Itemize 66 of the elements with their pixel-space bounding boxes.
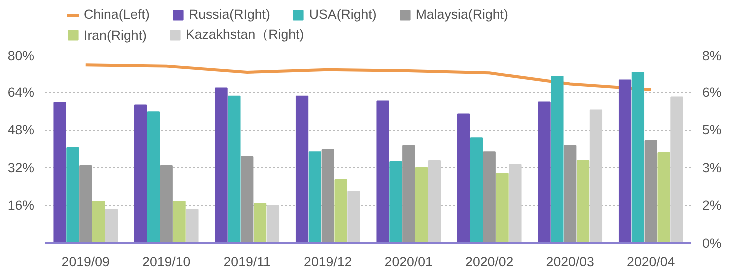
- bar: [66, 148, 80, 244]
- bar: [551, 76, 564, 244]
- y2-tick-label: 6%: [702, 84, 722, 100]
- y2-tick-label: 8%: [702, 48, 722, 64]
- x-tick-label: 2020/02: [466, 254, 514, 270]
- bar: [105, 209, 118, 244]
- x-tick-label: 2020/04: [627, 254, 676, 270]
- bar: [564, 145, 577, 244]
- bar: [590, 110, 603, 244]
- bar: [134, 104, 148, 244]
- y-tick-label: 48%: [8, 122, 35, 138]
- line-series: [84, 64, 653, 92]
- bar: [415, 167, 428, 244]
- bar: [147, 112, 160, 244]
- bar: [376, 100, 390, 244]
- y-tick-label: 16%: [8, 198, 35, 214]
- bar: [457, 114, 470, 244]
- bar: [470, 138, 484, 244]
- y2-tick-label: 5%: [702, 122, 722, 138]
- bar: [644, 140, 658, 244]
- bar: [54, 102, 66, 244]
- bar: [241, 156, 254, 244]
- bar: [92, 201, 106, 244]
- y2-tick-label: 0%: [702, 236, 722, 251]
- y-tick-label: 80%: [8, 48, 35, 64]
- legend-label: Iran(Right): [84, 28, 147, 42]
- x-tick-label: 2019/09: [62, 254, 110, 270]
- legend-label: USA(Right): [309, 7, 377, 22]
- bar: [658, 152, 670, 244]
- bar: [632, 72, 645, 244]
- bar: [254, 203, 267, 244]
- x-tick-label: 2019/12: [304, 254, 352, 270]
- bar: [618, 80, 632, 244]
- legend-label: China(Left): [84, 7, 150, 22]
- bar: [228, 96, 241, 244]
- y2-tick-label: 3%: [702, 160, 722, 176]
- x-tick-label: 2019/11: [224, 254, 271, 270]
- bar: [266, 205, 280, 244]
- bar: [496, 173, 509, 244]
- bar: [509, 164, 522, 244]
- legend-label: Malaysia(Right): [416, 7, 508, 22]
- bar: [322, 149, 334, 244]
- bar: [483, 152, 496, 244]
- bar: [308, 152, 322, 244]
- bar: [334, 179, 348, 244]
- y2-tick-label: 2%: [702, 198, 722, 214]
- bar: [576, 160, 590, 244]
- x-tick-label: 2020/03: [546, 254, 594, 270]
- bar: [296, 96, 309, 244]
- bar: [670, 96, 684, 244]
- bar: [215, 88, 228, 244]
- y-tick-label: 64%: [8, 84, 35, 100]
- bar: [173, 201, 186, 244]
- bar: [348, 191, 360, 244]
- y-tick-label: 32%: [8, 160, 35, 176]
- legend-label: Russia(RIght): [188, 7, 270, 22]
- bar: [160, 166, 173, 244]
- legend-label: Kazakhstan（Right): [186, 26, 304, 44]
- x-tick-label: 2020/01: [384, 254, 433, 270]
- bar: [402, 145, 416, 244]
- bar: [390, 161, 402, 244]
- bar: [186, 209, 199, 244]
- x-tick-label: 2019/10: [142, 254, 191, 270]
- bar: [80, 166, 92, 244]
- bar: [428, 160, 442, 244]
- bar: [538, 102, 551, 244]
